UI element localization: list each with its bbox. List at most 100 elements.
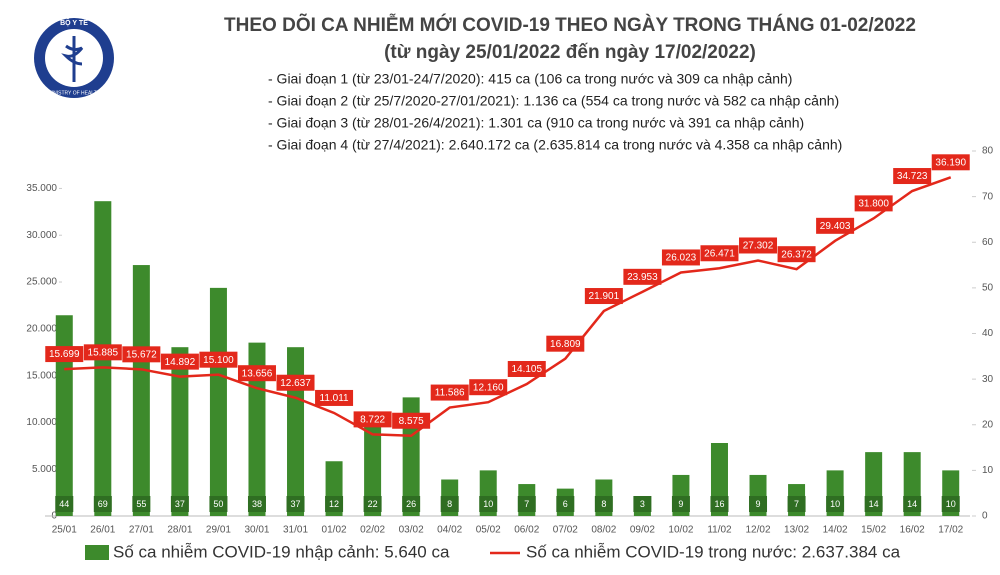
bar-label-box — [594, 496, 613, 512]
line-label-box — [854, 195, 893, 212]
line-label: 15.885 — [88, 347, 119, 358]
x-tick-label: 27/01 — [129, 525, 154, 536]
y2-tick-label: 20 — [982, 419, 994, 430]
line-label-box — [276, 374, 315, 391]
bar-label-box — [479, 496, 498, 512]
line-label: 11.586 — [435, 388, 465, 399]
line-label-box — [237, 365, 276, 382]
note: - Giai đoạn 4 (từ 27/4/2021): 2.640.172 … — [268, 137, 842, 153]
x-tick-label: 06/02 — [514, 525, 539, 536]
line-label-box — [45, 346, 84, 363]
x-tick-label: 14/02 — [823, 525, 848, 536]
line-label-box — [816, 217, 855, 234]
x-tick-label: 12/02 — [746, 525, 771, 536]
bar-label-box — [55, 496, 74, 512]
line-label: 21.901 — [589, 291, 620, 302]
line — [64, 176, 952, 438]
bar-label: 38 — [252, 499, 262, 509]
bar-label: 10 — [483, 499, 493, 509]
line-label: 36.190 — [935, 157, 966, 168]
bar-label-box — [556, 496, 575, 512]
line-label-box — [777, 246, 816, 263]
y2-tick-label: 80 — [982, 146, 994, 157]
bar-label: 55 — [136, 499, 146, 509]
bar-label-box — [826, 496, 845, 512]
bar-label: 44 — [59, 499, 69, 509]
chart-subtitle: (từ ngày 25/01/2022 đến ngày 17/02/2022) — [384, 42, 756, 63]
line-label: 14.892 — [165, 357, 196, 368]
y-tick-label: 25.000 — [26, 277, 57, 288]
line-label-box — [392, 412, 431, 429]
y2-tick-label: 10 — [982, 465, 994, 476]
y2-tick-label: 0 — [982, 511, 988, 522]
legend-swatch — [85, 545, 109, 560]
bar-label-box — [749, 496, 768, 512]
bar-label: 10 — [830, 499, 840, 509]
bar-label: 16 — [714, 499, 724, 509]
line-label: 26.471 — [704, 248, 735, 259]
x-tick-label: 13/02 — [784, 525, 809, 536]
line-label-box — [546, 335, 585, 352]
bar-label: 14 — [869, 499, 879, 509]
line-label: 27.302 — [743, 241, 774, 252]
bar-label-box — [864, 496, 883, 512]
logo-top: BỘ Y TẾ — [60, 17, 88, 27]
legend-label: Số ca nhiễm COVID-19 trong nước: 2.637.3… — [526, 542, 901, 561]
bar-label-box — [325, 496, 344, 512]
line-label: 11.011 — [320, 393, 350, 404]
line-label: 34.723 — [897, 171, 928, 182]
x-tick-label: 26/01 — [90, 525, 115, 536]
bar-label-box — [903, 496, 922, 512]
bar-label-box — [633, 496, 652, 512]
bar-label: 37 — [291, 499, 301, 509]
note: - Giai đoạn 1 (từ 23/01-24/7/2020): 415 … — [268, 71, 792, 87]
line-label-box — [623, 268, 662, 285]
line-label-box — [122, 346, 161, 363]
bar-label-box — [132, 496, 151, 512]
bar-label: 69 — [98, 499, 108, 509]
x-tick-label: 31/01 — [283, 525, 308, 536]
bar-label: 50 — [213, 499, 223, 509]
y-tick-label: 5.000 — [32, 464, 57, 475]
y-tick-label: 15.000 — [26, 370, 57, 381]
bar-label: 8 — [447, 499, 452, 509]
line-label: 29.403 — [820, 221, 851, 232]
line-label: 26.372 — [781, 249, 812, 260]
note: - Giai đoạn 2 (từ 25/7/2020-27/01/2021):… — [268, 93, 839, 109]
line-label-box — [507, 360, 546, 377]
bar-label: 7 — [794, 499, 799, 509]
y-tick-label: 20.000 — [26, 323, 57, 334]
bar-label: 37 — [175, 499, 185, 509]
logo-bottom: MINISTRY OF HEALTH — [48, 90, 101, 96]
bar-label: 8 — [601, 499, 606, 509]
x-tick-label: 07/02 — [553, 525, 578, 536]
bar — [364, 415, 382, 516]
line-label-box — [199, 351, 238, 368]
line-label: 31.800 — [858, 199, 889, 210]
bar-label-box — [440, 496, 459, 512]
x-tick-label: 28/01 — [167, 525, 192, 536]
y-tick-label: 30.000 — [26, 230, 57, 241]
x-tick-label: 25/01 — [52, 525, 77, 536]
line-label: 8.722 — [360, 415, 385, 426]
bar-label: 6 — [563, 499, 568, 509]
bar-label-box — [363, 496, 382, 512]
bar-label-box — [209, 496, 228, 512]
chart-title: THEO DÕI CA NHIỄM MỚI COVID-19 THEO NGÀY… — [224, 14, 916, 36]
y2-tick-label: 50 — [982, 283, 994, 294]
bar — [55, 315, 73, 516]
x-tick-label: 03/02 — [399, 525, 424, 536]
line-label-box — [700, 245, 739, 262]
bar-label: 9 — [678, 499, 683, 509]
line-label-box — [160, 353, 199, 370]
line-label: 15.672 — [126, 349, 157, 360]
bar-label: 10 — [946, 499, 956, 509]
line-label: 14.105 — [511, 364, 542, 375]
line-label: 16.809 — [550, 339, 581, 350]
line-label-box — [739, 237, 778, 254]
line-label: 26.023 — [666, 253, 697, 264]
bar-label: 22 — [368, 499, 378, 509]
x-tick-label: 15/02 — [861, 525, 886, 536]
bar — [132, 265, 150, 516]
